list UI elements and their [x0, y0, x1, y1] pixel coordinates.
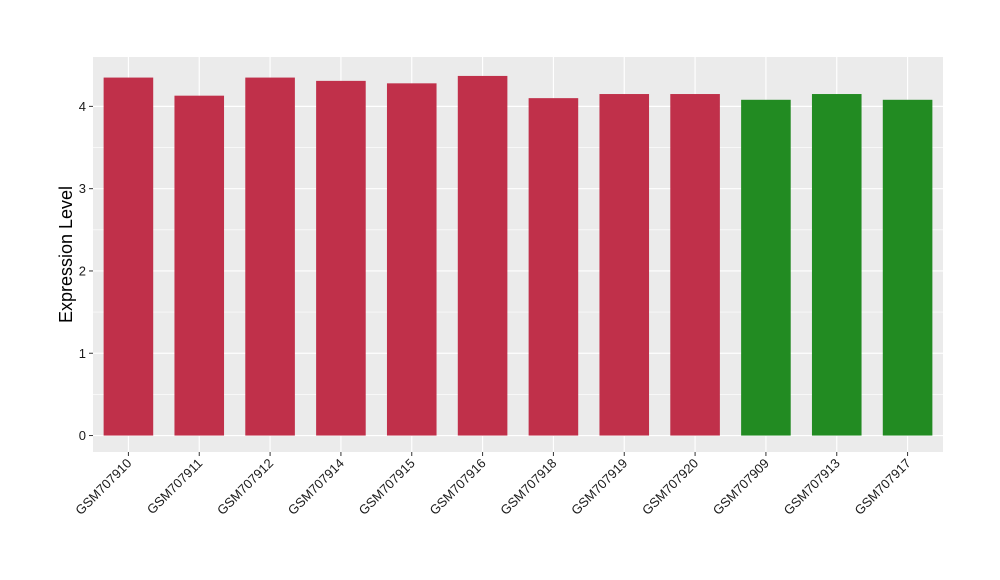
bars	[103, 75, 933, 436]
bar	[882, 99, 933, 436]
plot-panel	[93, 57, 943, 452]
bar	[316, 80, 366, 436]
x-tick-label: GSM707916	[426, 456, 488, 518]
x-tick-label: GSM707917	[851, 456, 913, 518]
x-tick-label: GSM707914	[285, 456, 347, 518]
y-tick-label: 0	[79, 428, 86, 443]
bar	[528, 98, 579, 436]
x-tick-label: GSM707911	[144, 456, 206, 518]
x-axis: GSM707910 GSM707911 GSM707912 GSM707914 GSM7…	[72, 452, 914, 518]
y-tick-label: 1	[79, 346, 86, 361]
y-axis-title: Expression Level	[56, 186, 76, 323]
y-axis: 0 1 2 3 4	[79, 99, 93, 443]
bar	[670, 94, 720, 436]
x-tick-label: GSM707910	[72, 456, 134, 518]
bar	[811, 94, 862, 436]
y-tick-label: 3	[79, 181, 86, 196]
bar	[386, 83, 437, 436]
bar	[103, 77, 154, 436]
x-tick-label: GSM707919	[568, 456, 630, 518]
bar	[457, 75, 508, 436]
x-tick-label: GSM707912	[214, 456, 276, 518]
x-tick-label: GSM707918	[497, 456, 559, 518]
x-tick-label: GSM707920	[639, 456, 701, 518]
x-tick-label: GSM707915	[356, 456, 418, 518]
y-tick-label: 2	[79, 263, 86, 278]
bar	[599, 94, 650, 436]
bar	[174, 95, 225, 436]
bar	[741, 99, 791, 436]
x-tick-label: GSM707913	[781, 456, 843, 518]
bar	[245, 77, 295, 436]
y-tick-label: 4	[79, 99, 86, 114]
x-tick-label: GSM707909	[710, 456, 772, 518]
